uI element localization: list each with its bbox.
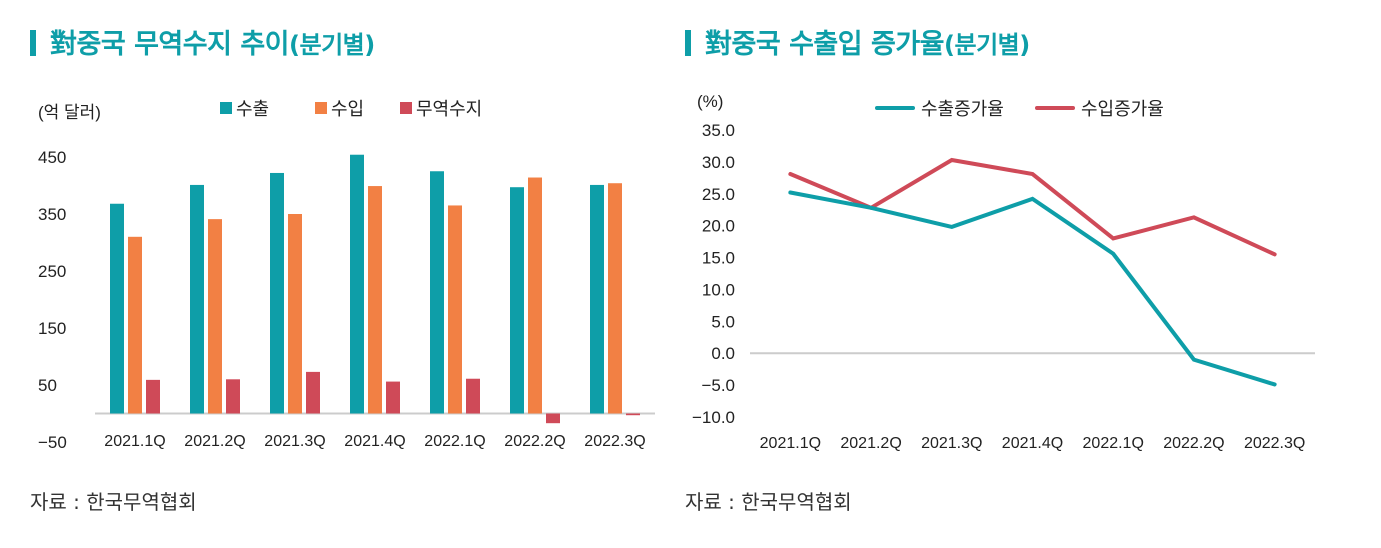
- bar-수출-2022.1Q: [430, 171, 444, 414]
- growth-rate-title-text: 對중국 수출입 증가율: [705, 29, 945, 60]
- title-accent-bar: [30, 30, 36, 56]
- line-y-axis: 35.0 30.0 25.0 20.0 15.0 10.0 5.0 0.0 −5.0 −10.0: [692, 121, 735, 427]
- line-unit-label: (%): [697, 92, 723, 111]
- line-x-tick-label: 2021.3Q: [921, 435, 982, 452]
- bar-unit-label: (억 달러): [38, 103, 101, 122]
- bar-x-axis: 2021.1Q 2021.2Q 2021.3Q 2021.4Q 2022.1Q 2022.…: [104, 433, 645, 450]
- bar-y-tick-label: 150: [38, 319, 66, 338]
- trade-balance-title-suffix: (분기별): [289, 31, 375, 59]
- legend-swatch-무역수지: [400, 102, 412, 114]
- bar-marks: [110, 154, 640, 424]
- line-x-tick-label: 2021.4Q: [1002, 435, 1063, 452]
- bar-수출-2021.3Q: [270, 172, 284, 414]
- line-x-tick-label: 2021.2Q: [840, 435, 901, 452]
- bar-무역수지-2022.3Q: [626, 413, 640, 416]
- legend-label: 수입: [331, 99, 364, 119]
- bar-x-tick-label: 2021.3Q: [264, 433, 325, 450]
- bar-y-tick-label: 250: [38, 262, 66, 281]
- bar-y-tick-label: 350: [38, 205, 66, 224]
- bar-x-tick-label: 2021.1Q: [104, 433, 165, 450]
- bar-수입-2021.4Q: [368, 186, 382, 414]
- bar-수입-2021.1Q: [128, 236, 142, 414]
- bar-y-tick-label: −50: [38, 433, 67, 452]
- bar-무역수지-2021.2Q: [226, 379, 240, 414]
- line-y-tick-label: 5.0: [711, 312, 735, 331]
- growth-rate-source: 자료 : 한국무역협회: [685, 490, 852, 514]
- bar-x-tick-label: 2022.2Q: [504, 433, 565, 450]
- line-y-tick-label: 10.0: [702, 280, 735, 299]
- bar-수입-2022.1Q: [448, 205, 462, 414]
- line-y-tick-label: −5.0: [701, 376, 735, 395]
- growth-rate-title: 對중국 수출입 증가율(분기별): [685, 22, 1030, 61]
- legend-swatch-수입: [315, 102, 327, 114]
- line-y-tick-label: 35.0: [702, 121, 735, 140]
- legend-label: 수출증가율: [921, 99, 1004, 119]
- bar-x-tick-label: 2021.4Q: [344, 433, 405, 450]
- title-accent-bar: [685, 30, 691, 56]
- legend-swatch-수출: [220, 102, 232, 114]
- bar-수출-2022.2Q: [510, 187, 524, 414]
- line-y-tick-label: 15.0: [702, 249, 735, 268]
- trade-balance-title: 對중국 무역수지 추이(분기별): [30, 22, 375, 61]
- bar-무역수지-2022.1Q: [466, 378, 480, 414]
- line-marks: [788, 157, 1277, 387]
- trade-balance-source: 자료 : 한국무역협회: [30, 490, 197, 514]
- bar-수출-2021.2Q: [190, 184, 204, 414]
- line-y-tick-label: 0.0: [711, 344, 735, 363]
- bar-무역수지-2021.4Q: [386, 381, 400, 414]
- bar-수출-2021.4Q: [350, 154, 364, 414]
- bar-x-tick-label: 2021.2Q: [184, 433, 245, 450]
- legend-label: 수출: [236, 99, 269, 119]
- growth-rate-line-chart: (%) 수출증가율 수입증가율 35.0 30.0 25.0 20.0 15.0 10.0 5…: [692, 92, 1315, 452]
- legend-label: 무역수지: [416, 99, 482, 119]
- bar-수출-2022.3Q: [590, 184, 604, 414]
- line-y-tick-label: 30.0: [702, 153, 735, 172]
- bar-수입-2022.3Q: [608, 183, 622, 414]
- line-x-axis: 2021.1Q 2021.2Q 2021.3Q 2021.4Q 2022.1Q 2022.…: [760, 435, 1306, 452]
- line-x-tick-label: 2022.1Q: [1083, 435, 1144, 452]
- bar-무역수지-2021.3Q: [306, 371, 320, 414]
- line-y-tick-label: −10.0: [692, 408, 735, 427]
- line-y-tick-label: 25.0: [702, 185, 735, 204]
- trade-balance-panel: 對중국 무역수지 추이(분기별) (억 달러) 수출 수입 무역수지 450 350 2…: [0, 0, 680, 548]
- bar-y-axis: 450 350 250 150 50 −50: [38, 148, 67, 452]
- growth-rate-panel: 對중국 수출입 증가율(분기별) (%) 수출증가율 수입증가율 35.0 30.0…: [680, 0, 1381, 548]
- bar-x-tick-label: 2022.1Q: [424, 433, 485, 450]
- bar-수출-2021.1Q: [110, 203, 124, 414]
- legend-label: 수입증가율: [1081, 99, 1164, 119]
- bar-수입-2022.2Q: [528, 177, 542, 414]
- bar-수입-2021.3Q: [288, 214, 302, 414]
- bar-수입-2021.2Q: [208, 219, 222, 414]
- trade-balance-bar-chart: (억 달러) 수출 수입 무역수지 450 350 250 150 50 −50 2021.1…: [38, 99, 655, 452]
- line-legend: 수출증가율 수입증가율: [875, 99, 1164, 119]
- bar-y-tick-label: 450: [38, 148, 66, 167]
- bar-y-tick-label: 50: [38, 376, 57, 395]
- bar-무역수지-2022.2Q: [546, 413, 560, 424]
- trade-balance-title-text: 對중국 무역수지 추이: [50, 29, 290, 60]
- bar-무역수지-2021.1Q: [146, 379, 160, 414]
- line-y-tick-label: 20.0: [702, 217, 735, 236]
- line-x-tick-label: 2022.2Q: [1163, 435, 1224, 452]
- line-x-tick-label: 2022.3Q: [1244, 435, 1305, 452]
- line-x-tick-label: 2021.1Q: [760, 435, 821, 452]
- bar-x-tick-label: 2022.3Q: [584, 433, 645, 450]
- growth-rate-title-suffix: (분기별): [944, 31, 1030, 59]
- bar-legend: 수출 수입 무역수지: [220, 99, 482, 119]
